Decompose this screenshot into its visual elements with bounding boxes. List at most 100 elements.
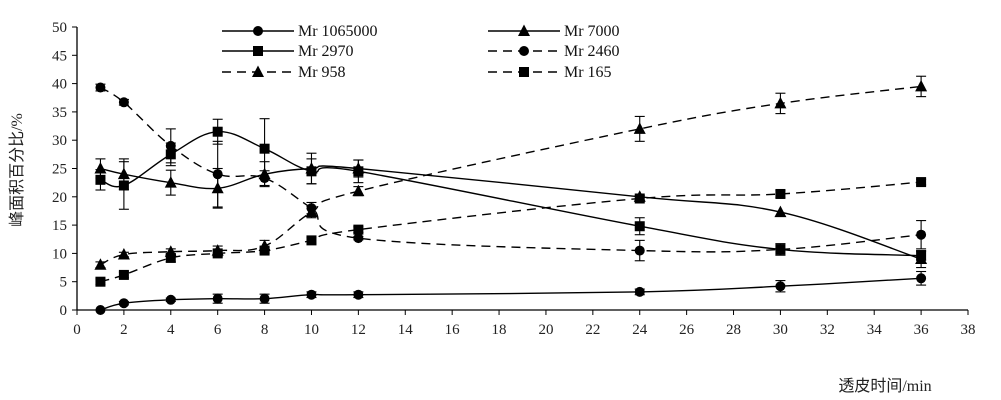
series-4-line — [100, 86, 922, 253]
data-point — [95, 305, 106, 315]
series-1-line — [100, 277, 922, 311]
legend-marker — [252, 65, 264, 77]
data-point — [164, 176, 177, 188]
series-3-line — [100, 131, 922, 257]
data-point — [118, 298, 129, 309]
x-tick-label: 30 — [773, 322, 788, 338]
legend-marker — [253, 26, 263, 36]
data-point — [915, 79, 928, 92]
series-2-line — [100, 165, 922, 260]
data-point — [94, 258, 107, 270]
x-tick-label: 26 — [679, 322, 695, 338]
data-point — [634, 221, 645, 232]
x-tick-label: 4 — [167, 322, 175, 338]
data-point — [118, 269, 129, 280]
y-tick-label: 35 — [52, 105, 67, 121]
legend-label: Mr 2460 — [564, 43, 620, 60]
data-point — [634, 193, 645, 204]
data-point — [165, 140, 176, 151]
data-point — [353, 166, 364, 177]
data-point — [775, 244, 786, 255]
legend-label: Mr 1065000 — [298, 23, 378, 40]
y-tick-label: 5 — [60, 275, 68, 291]
y-tick-label: 25 — [52, 162, 67, 178]
data-point — [95, 82, 106, 93]
y-axis-title: 峰面积百分比/% — [8, 113, 26, 227]
legend: Mr 1065000 Mr 7000 Mr 2970 Mr 2460 Mr 958 Mr … — [222, 23, 620, 81]
data-point — [212, 126, 223, 137]
legend-item: Mr 958 — [222, 64, 346, 81]
legend-item: Mr 2460 — [488, 43, 620, 60]
x-tick-label: 10 — [304, 322, 319, 338]
series-5-line — [100, 85, 922, 266]
data-point — [306, 235, 317, 246]
x-tick-label: 12 — [351, 322, 366, 338]
data-point — [353, 233, 364, 244]
data-point — [634, 245, 645, 256]
data-point — [916, 177, 927, 188]
x-tick-label: 32 — [820, 322, 835, 338]
legend-label: Mr 165 — [564, 64, 612, 81]
data-point — [259, 143, 270, 154]
data-point — [117, 248, 130, 260]
y-tick-label: 20 — [52, 190, 67, 206]
x-tick-label: 0 — [73, 322, 81, 338]
data-point — [352, 184, 365, 197]
data-point — [774, 96, 787, 109]
data-point — [306, 289, 317, 300]
data-point — [353, 224, 364, 235]
x-tick-label: 24 — [632, 322, 648, 338]
x-tick-label: 20 — [538, 322, 553, 338]
legend-item: Mr 7000 — [488, 23, 620, 40]
data-point — [212, 169, 223, 180]
x-tick-label: 36 — [914, 322, 930, 338]
legend-marker — [519, 46, 529, 56]
data-point — [259, 293, 270, 304]
data-point — [95, 174, 106, 185]
data-point — [212, 293, 223, 304]
y-tick-label: 15 — [52, 218, 67, 234]
data-point — [633, 122, 646, 134]
data-point — [353, 289, 364, 300]
x-tick-label: 22 — [585, 322, 600, 338]
x-tick-label: 28 — [726, 322, 741, 338]
y-tick-label: 10 — [52, 246, 67, 262]
data-point — [118, 97, 129, 108]
x-tick-label: 6 — [214, 322, 222, 338]
data-point — [774, 205, 787, 218]
series-1 — [95, 270, 927, 315]
legend-label: Mr 958 — [298, 64, 346, 81]
legend-marker — [519, 67, 529, 77]
x-tick-label: 8 — [261, 322, 269, 338]
data-point — [775, 188, 786, 199]
x-axis-title: 透皮时间/min — [838, 377, 931, 395]
data-point — [305, 205, 318, 218]
data-point — [916, 273, 927, 284]
legend-marker — [518, 24, 530, 36]
data-point — [212, 248, 223, 259]
x-tick-label: 2 — [120, 322, 128, 338]
legend-item: Mr 1065000 — [222, 23, 378, 40]
data-point — [634, 286, 645, 297]
legend-item: Mr 165 — [488, 64, 612, 81]
series-6-line — [100, 181, 922, 283]
legend-item: Mr 2970 — [222, 43, 354, 60]
data-point — [306, 166, 317, 177]
data-point — [165, 294, 176, 305]
data-point — [95, 276, 106, 287]
series-6 — [95, 177, 927, 287]
legend-label: Mr 7000 — [564, 23, 620, 40]
data-point — [259, 173, 270, 184]
x-tick-label: 38 — [961, 322, 976, 338]
data-point — [94, 162, 107, 174]
legend-label: Mr 2970 — [298, 43, 354, 60]
y-tick-label: 0 — [60, 303, 68, 319]
data-point — [165, 252, 176, 263]
y-tick-label: 30 — [52, 133, 67, 149]
data-point — [259, 245, 270, 256]
y-tick-label: 50 — [52, 20, 67, 36]
y-tick-label: 45 — [52, 48, 67, 64]
data-point — [775, 281, 786, 292]
